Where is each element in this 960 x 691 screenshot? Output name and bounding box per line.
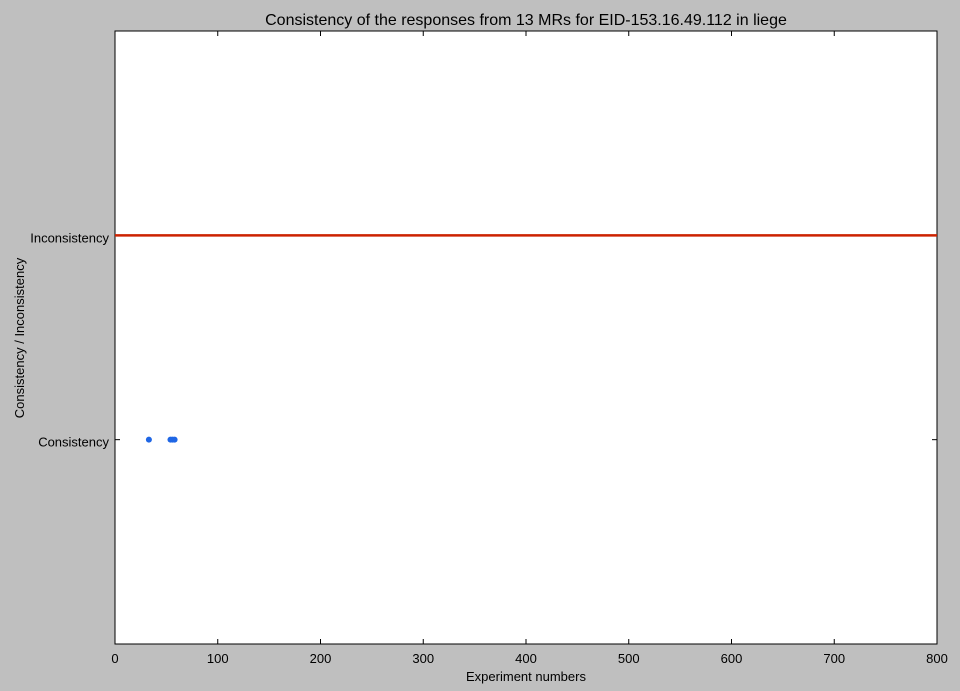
x-tick-label: 600 (721, 651, 743, 666)
x-tick-label: 500 (618, 651, 640, 666)
y-tick-label: Consistency (38, 435, 109, 450)
series-layer (115, 234, 937, 443)
consistency-point (171, 436, 178, 443)
x-tick-label: 0 (111, 651, 118, 666)
x-tick-label: 400 (515, 651, 537, 666)
plot-area (114, 30, 938, 645)
consistency-point (145, 436, 152, 443)
x-axis-ticks: 0 100 200 300 400 500 600 700 800 (111, 31, 948, 666)
x-axis-label: Experiment numbers (466, 669, 586, 684)
x-tick-label: 200 (310, 651, 332, 666)
x-tick-label: 800 (926, 651, 948, 666)
y-axis-label: Consistency / Inconsistency (12, 257, 27, 418)
chart-title: Consistency of the responses from 13 MRs… (265, 12, 787, 29)
x-tick-label: 700 (823, 651, 845, 666)
x-tick-label: 300 (412, 651, 434, 666)
y-tick-label: Inconsistency (30, 230, 109, 245)
x-tick-label: 100 (207, 651, 229, 666)
y-axis-ticks: Consistency Inconsistency (30, 230, 937, 450)
